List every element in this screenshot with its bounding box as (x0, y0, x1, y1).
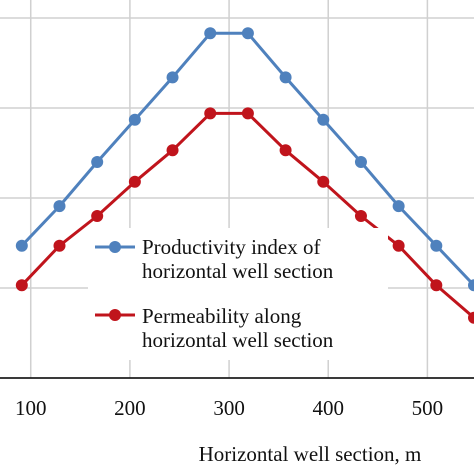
data-point (468, 311, 474, 324)
data-point (53, 239, 66, 252)
data-point (166, 144, 179, 157)
data-point (241, 27, 254, 40)
x-tick-label: 100 (15, 396, 47, 420)
data-point (128, 175, 141, 188)
data-point (241, 107, 254, 120)
plot-area (15, 27, 474, 324)
data-point (91, 156, 104, 168)
legend-box (88, 228, 388, 360)
data-point (392, 239, 405, 252)
data-point (204, 107, 217, 120)
x-tick-label: 500 (412, 396, 444, 420)
data-point (279, 144, 292, 157)
data-point (15, 239, 28, 252)
data-point (128, 113, 141, 126)
data-point (430, 279, 443, 292)
legend-marker (109, 309, 121, 321)
legend-label: Permeability along horizontal well secti… (142, 304, 334, 352)
data-point (468, 279, 474, 292)
data-point (430, 239, 443, 252)
data-point (317, 175, 330, 188)
data-point (166, 71, 179, 84)
data-point (91, 210, 104, 222)
data-point (354, 156, 367, 168)
data-point (317, 113, 330, 126)
x-tick-label: 400 (312, 396, 344, 420)
data-point (204, 27, 217, 40)
data-point (279, 71, 292, 84)
legend-marker (109, 241, 121, 253)
data-point (15, 279, 28, 292)
x-axis-label: Horizontal well section, m (199, 442, 422, 466)
grid (0, 0, 474, 379)
x-tick-label: 200 (114, 396, 146, 420)
data-point (53, 200, 66, 213)
data-point (392, 200, 405, 213)
legend-label: Productivity index of horizontal well se… (142, 235, 334, 283)
x-tick-label: 300 (213, 396, 245, 420)
data-point (354, 210, 367, 222)
